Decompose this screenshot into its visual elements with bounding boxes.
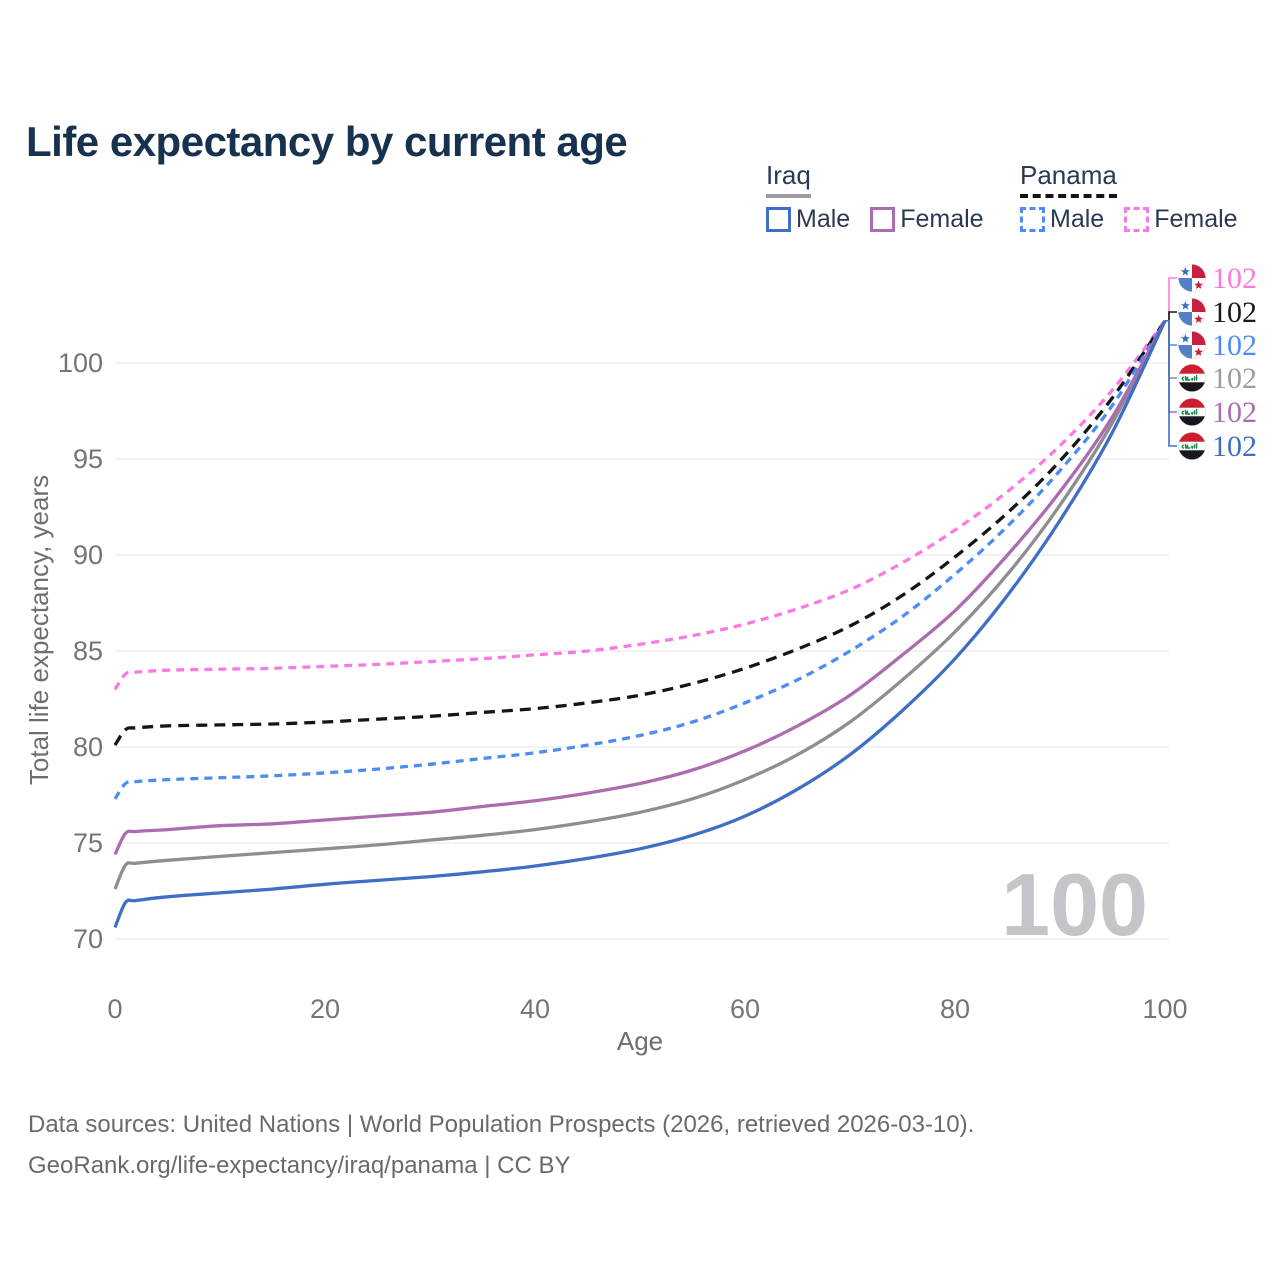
legend-group-iraq: Iraq Male Female <box>766 160 984 234</box>
y-axis-title: Total life expectancy, years <box>24 475 54 785</box>
x-tick-label-0: 0 <box>107 994 122 1024</box>
iraq-flag-icon <box>1178 364 1206 392</box>
legend-group-panama: Panama Male Female <box>1020 160 1238 234</box>
panama-flag-icon <box>1178 298 1206 326</box>
y-tick-label-90: 90 <box>73 540 103 570</box>
end-value-label-panama-both: 102 <box>1212 296 1257 329</box>
attribution-line: GeoRank.org/life-expectancy/iraq/panama … <box>28 1152 571 1179</box>
legend-item-iraq-male[interactable]: Male <box>766 205 850 234</box>
leader-line-panama-both <box>1165 311 1177 322</box>
series-line-iraq-male[interactable] <box>113 320 1167 929</box>
panama-flag-icon <box>1178 331 1206 359</box>
end-value-label-iraq-female: 102 <box>1212 396 1257 429</box>
y-tick-label-85: 85 <box>73 636 103 666</box>
y-tick-label-80: 80 <box>73 732 103 762</box>
page-title: Life expectancy by current age <box>26 118 628 166</box>
end-value-label-iraq-male: 102 <box>1212 430 1257 463</box>
x-tick-label-100: 100 <box>1142 994 1187 1024</box>
leader-line-iraq-both <box>1165 319 1177 379</box>
legend-swatch-iraq-female <box>870 207 896 232</box>
iraq-flag-icon <box>1178 398 1206 426</box>
legend-swatch-iraq-male <box>766 207 791 232</box>
panama-flag-icon <box>1178 264 1206 292</box>
y-tick-label-100: 100 <box>58 348 103 378</box>
legend-item-iraq-female[interactable]: Female <box>870 205 984 234</box>
y-tick-label-75: 75 <box>73 828 103 858</box>
leader-line-iraq-male <box>1165 319 1177 447</box>
x-tick-label-80: 80 <box>940 994 970 1024</box>
x-axis-title: Age <box>617 1026 663 1056</box>
iraq-flag-icon <box>1178 432 1206 460</box>
series-line-panama-male[interactable] <box>113 319 1167 800</box>
end-value-label-iraq-both: 102 <box>1212 362 1257 395</box>
y-tick-label-95: 95 <box>73 444 103 474</box>
legend-header-iraq: Iraq <box>766 160 811 198</box>
data-source-line: Data sources: United Nations | World Pop… <box>28 1111 975 1138</box>
series-line-iraq-female[interactable] <box>113 320 1167 856</box>
leader-line-iraq-female <box>1165 319 1177 413</box>
series-line-iraq-both[interactable] <box>113 320 1167 890</box>
leader-line-panama-male <box>1165 319 1177 346</box>
series-line-panama-female[interactable] <box>113 319 1167 691</box>
x-tick-label-40: 40 <box>520 994 550 1024</box>
x-tick-label-20: 20 <box>310 994 340 1024</box>
legend-label-panama-female: Female <box>1154 205 1238 233</box>
legend-item-panama-male[interactable]: Male <box>1020 205 1104 234</box>
legend-label-iraq-female: Female <box>900 205 984 233</box>
legend-label-iraq-male: Male <box>796 205 851 233</box>
legend-swatch-panama-male <box>1020 207 1045 232</box>
end-value-label-panama-female: 102 <box>1212 262 1257 295</box>
chart-footer: Data sources: United Nations | World Pop… <box>28 1104 974 1186</box>
series-line-panama-both[interactable] <box>113 319 1167 747</box>
y-tick-label-70: 70 <box>73 924 103 954</box>
legend-header-panama: Panama <box>1020 160 1117 198</box>
x-tick-label-60: 60 <box>730 994 760 1024</box>
legend-label-panama-male: Male <box>1050 205 1105 233</box>
legend-item-panama-female[interactable]: Female <box>1124 205 1238 234</box>
age-counter-watermark: 100 <box>1001 855 1148 954</box>
legend-swatch-panama-female <box>1124 207 1150 232</box>
leader-line-panama-female <box>1165 277 1177 322</box>
end-value-label-panama-male: 102 <box>1212 329 1257 362</box>
